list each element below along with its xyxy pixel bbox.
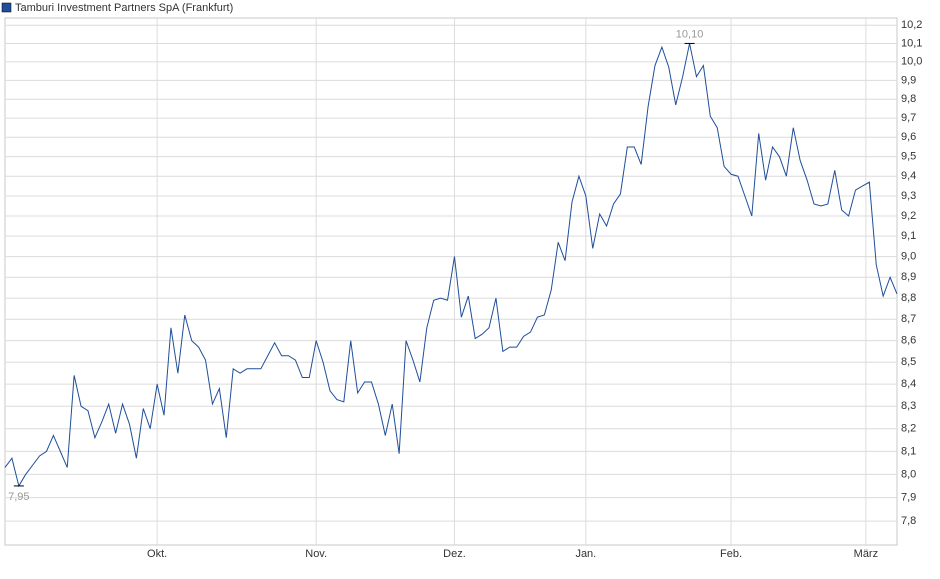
y-tick-label: 8,8 bbox=[901, 292, 916, 304]
x-tick-label: Okt. bbox=[147, 548, 167, 560]
y-tick-label: 8,9 bbox=[901, 271, 916, 283]
legend-swatch bbox=[1, 2, 12, 13]
y-tick-label: 9,5 bbox=[901, 151, 916, 163]
y-tick-label: 10,0 bbox=[901, 56, 922, 68]
legend-label: Tamburi Investment Partners SpA (Frankfu… bbox=[15, 2, 233, 14]
y-tick-label: 8,2 bbox=[901, 423, 916, 435]
y-tick-label: 8,4 bbox=[901, 378, 916, 390]
y-tick-label: 10,2 bbox=[901, 19, 922, 31]
y-tick-label: 8,7 bbox=[901, 313, 916, 325]
y-tick-label: 9,2 bbox=[901, 210, 916, 222]
extreme-label: 7,95 bbox=[8, 491, 29, 503]
y-tick-label: 8,5 bbox=[901, 356, 916, 368]
x-tick-label: Jan. bbox=[575, 548, 596, 560]
x-tick-label: März bbox=[854, 548, 878, 560]
x-tick-label: Dez. bbox=[443, 548, 466, 560]
y-tick-label: 8,0 bbox=[901, 468, 916, 480]
y-tick-label: 10,1 bbox=[901, 37, 922, 49]
y-tick-label: 9,9 bbox=[901, 74, 916, 86]
x-tick-label: Feb. bbox=[720, 548, 742, 560]
plot-frame bbox=[4, 17, 898, 546]
y-tick-label: 8,3 bbox=[901, 400, 916, 412]
y-tick-label: 9,0 bbox=[901, 251, 916, 263]
y-tick-label: 7,9 bbox=[901, 492, 916, 504]
y-tick-label: 9,6 bbox=[901, 131, 916, 143]
y-tick-label: 8,6 bbox=[901, 335, 916, 347]
y-tick-label: 8,1 bbox=[901, 445, 916, 457]
y-tick-label: 9,7 bbox=[901, 112, 916, 124]
y-tick-label: 9,1 bbox=[901, 230, 916, 242]
price-line bbox=[4, 43, 898, 488]
x-tick-label: Nov. bbox=[305, 548, 327, 560]
extreme-label: 10,10 bbox=[676, 28, 704, 40]
y-tick-label: 9,8 bbox=[901, 93, 916, 105]
y-tick-label: 9,4 bbox=[901, 170, 916, 182]
y-tick-label: 9,3 bbox=[901, 190, 916, 202]
y-tick-label: 7,8 bbox=[901, 515, 916, 527]
